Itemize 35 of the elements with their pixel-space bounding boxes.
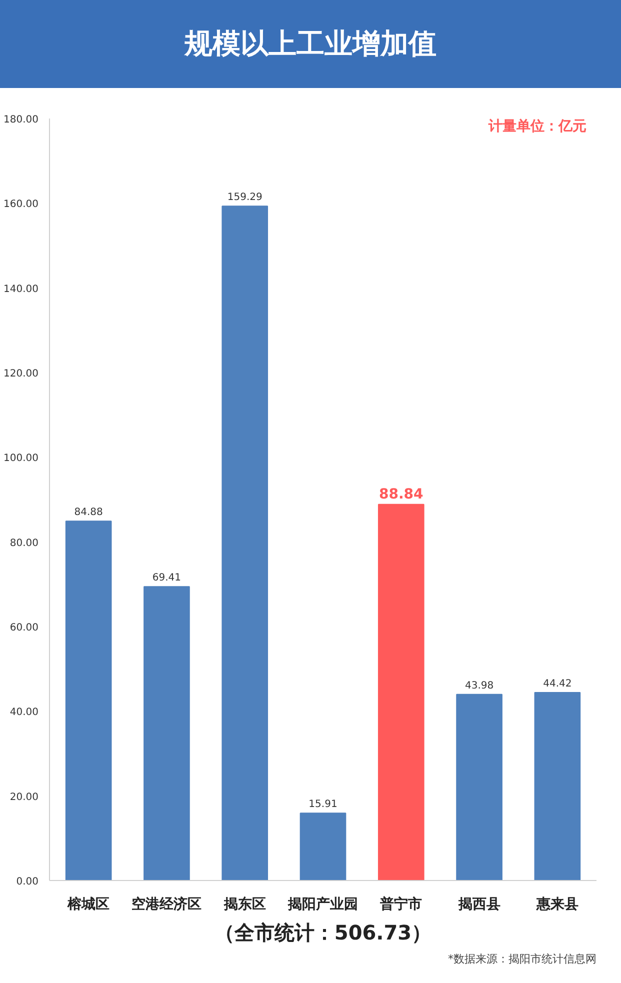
bar bbox=[456, 694, 502, 880]
y-tick-label: 140.00 bbox=[4, 284, 39, 295]
x-tick-label: 揭西县 bbox=[457, 896, 500, 912]
chart-title: 规模以上工业增加值 bbox=[184, 26, 436, 62]
y-tick-label: 0.00 bbox=[16, 876, 38, 888]
y-tick-label: 180.00 bbox=[4, 114, 39, 126]
bar bbox=[300, 812, 346, 880]
y-tick-label: 160.00 bbox=[4, 199, 39, 210]
x-tick-label: 空港经济区 bbox=[132, 896, 202, 912]
y-tick-label: 60.00 bbox=[10, 622, 39, 634]
text: *数据来源：揭阳市统计信息网 bbox=[448, 952, 596, 966]
y-tick-label: 40.00 bbox=[10, 707, 39, 718]
bar bbox=[534, 692, 581, 880]
y-tick-label: 100.00 bbox=[4, 453, 39, 464]
data-label: 43.98 bbox=[464, 680, 494, 692]
bar bbox=[65, 520, 112, 880]
y-tick-label: 80.00 bbox=[10, 538, 39, 549]
data-label: 159.29 bbox=[227, 192, 262, 204]
data-label: 88.84 bbox=[379, 486, 424, 502]
data-label: 84.88 bbox=[74, 507, 103, 518]
bar bbox=[378, 504, 424, 880]
y-tick-label: 120.00 bbox=[4, 368, 39, 380]
data-label: 15.91 bbox=[308, 799, 338, 810]
data-label: 44.42 bbox=[543, 678, 572, 690]
x-tick-label: 揭东区 bbox=[222, 896, 266, 912]
bar bbox=[222, 206, 268, 880]
bar bbox=[144, 586, 190, 880]
data-label: 69.41 bbox=[152, 572, 182, 584]
x-tick-label: 揭阳产业园 bbox=[287, 896, 358, 912]
x-tick-label: 惠来县 bbox=[535, 896, 578, 912]
annotation: 计量单位：亿元 bbox=[488, 118, 586, 134]
y-tick-label: 20.00 bbox=[10, 792, 39, 803]
text: （全市统计：506.73） bbox=[214, 920, 432, 944]
x-tick-label: 榕城区 bbox=[66, 896, 110, 912]
x-tick-label: 普宁市 bbox=[379, 896, 422, 912]
